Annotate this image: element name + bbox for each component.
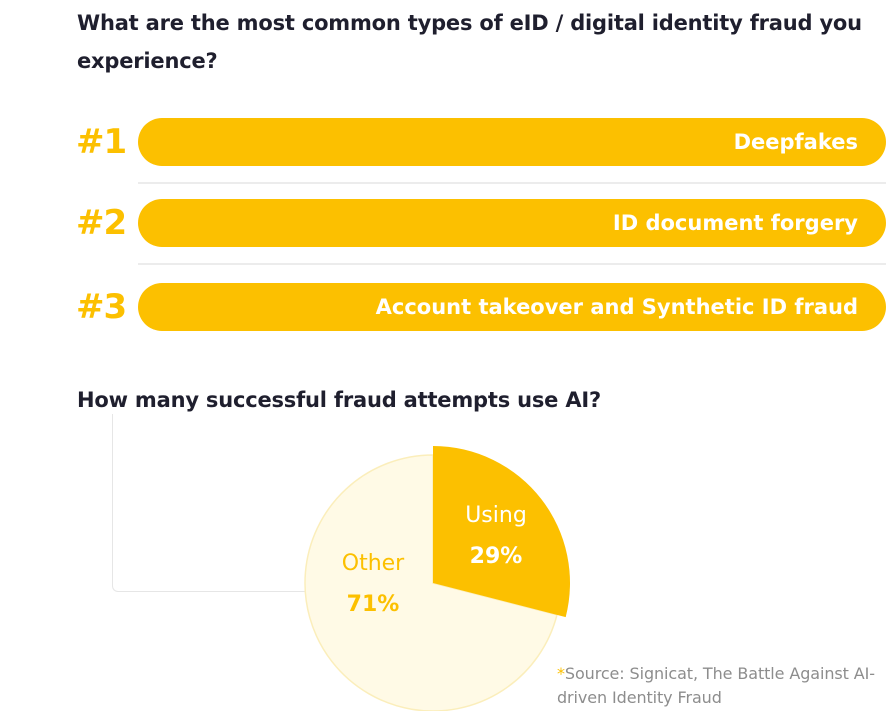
source-asterisk: *: [557, 664, 565, 683]
rank-number: #3: [76, 287, 127, 327]
rank-row-3: #3 Account takeover and Synthetic ID fra…: [76, 283, 886, 331]
pie-question-title: How many successful fraud attempts use A…: [77, 388, 601, 412]
pie-value-other: 71%: [347, 592, 400, 617]
rank-number: #1: [76, 122, 127, 162]
source-text: Source: Signicat, The Battle Against AI-…: [557, 664, 875, 707]
pie-slice-using: [433, 446, 570, 618]
pie-value-using: 29%: [470, 544, 523, 569]
divider: [138, 182, 886, 184]
rank-row-1: #1 Deepfakes: [76, 118, 886, 166]
rank-bar: Account takeover and Synthetic ID fraud: [138, 283, 886, 331]
rank-row-2: #2 ID document forgery: [76, 199, 886, 247]
source-note: *Source: Signicat, The Battle Against AI…: [557, 662, 887, 710]
rank-bar: ID document forgery: [138, 199, 886, 247]
connector-line: [112, 414, 308, 592]
pie-slice-other: [304, 454, 558, 711]
pie-label-using: Using: [465, 503, 527, 528]
pie-label-other: Other: [342, 551, 405, 576]
divider: [138, 263, 886, 265]
rank-bar: Deepfakes: [138, 118, 886, 166]
rank-number: #2: [76, 203, 127, 243]
question-title: What are the most common types of eID / …: [77, 11, 862, 73]
